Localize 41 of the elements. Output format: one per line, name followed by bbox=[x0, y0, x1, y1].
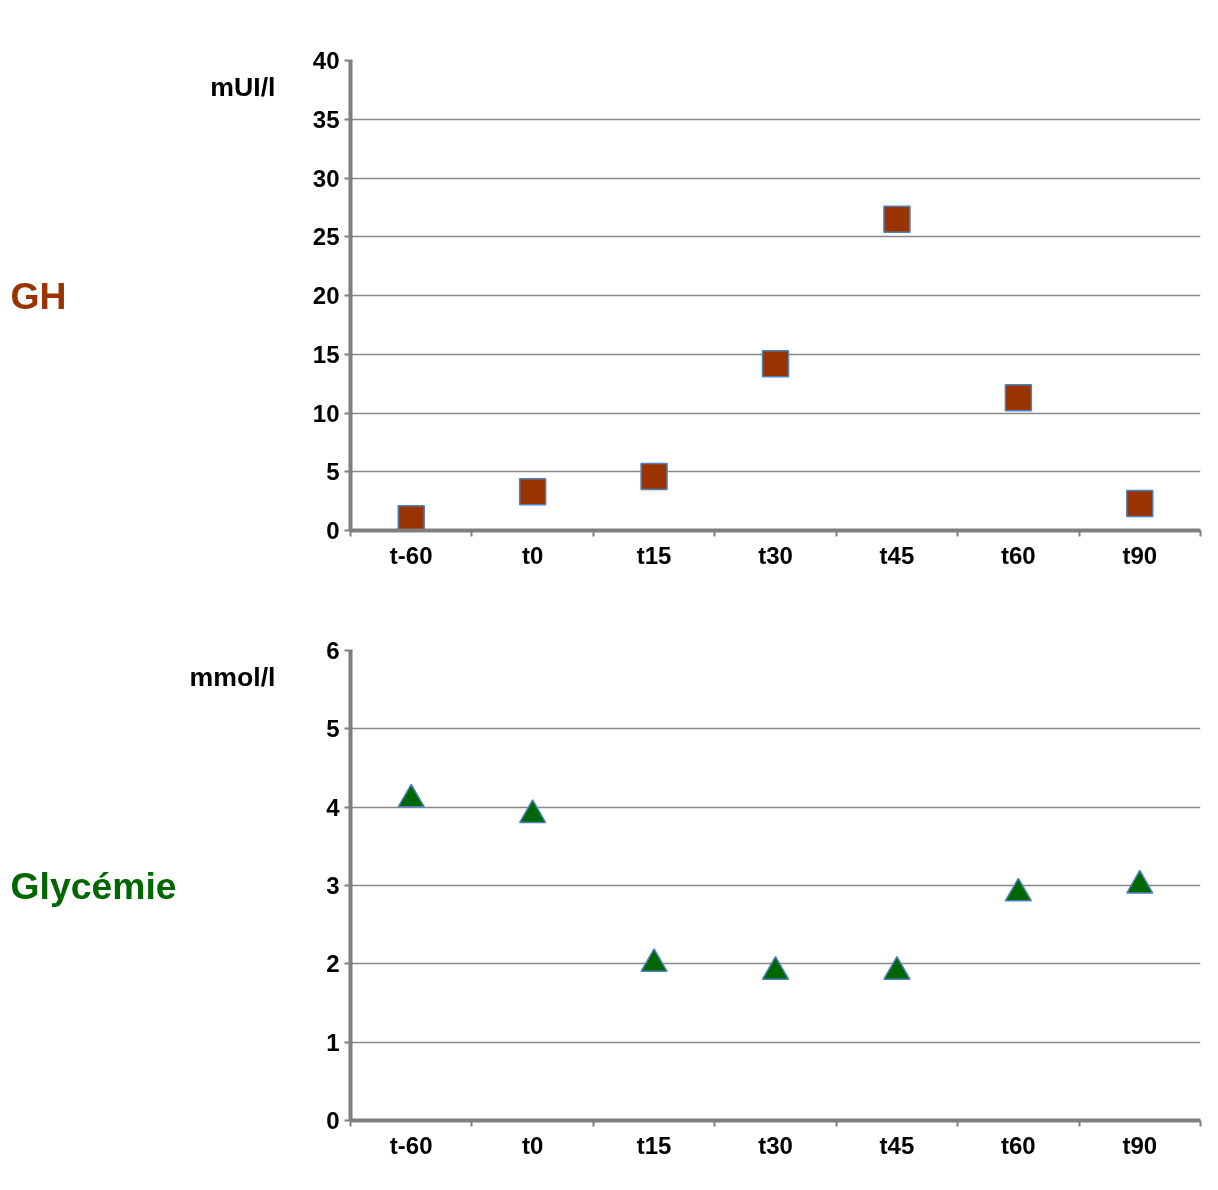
point bbox=[640, 462, 668, 491]
x-tick-label: t0 bbox=[521, 1131, 544, 1159]
x-tick-label: t90 bbox=[1122, 1131, 1158, 1159]
x-tick-label: t45 bbox=[879, 541, 915, 569]
text: Glycémie bbox=[10, 864, 177, 907]
x-tick-label: t-60 bbox=[389, 1131, 433, 1159]
y-tick-label: 30 bbox=[312, 164, 340, 192]
point bbox=[883, 205, 911, 233]
x-tick-label: t-60 bbox=[389, 541, 433, 569]
x-tick-label: t15 bbox=[636, 541, 672, 569]
y-tick-label: 25 bbox=[312, 223, 340, 251]
y-tick-label: 4 bbox=[326, 793, 341, 821]
y-tick-label: 0 bbox=[326, 517, 340, 544]
x-tick-label: t30 bbox=[758, 541, 793, 569]
y-tick-label: 6 bbox=[326, 637, 340, 664]
text: GH bbox=[10, 274, 67, 317]
y-axis-title: mmol/l bbox=[189, 661, 276, 692]
y-tick-label: 15 bbox=[312, 340, 340, 368]
y-tick-label: 40 bbox=[312, 47, 340, 74]
y-tick-label: 20 bbox=[312, 282, 340, 309]
y-tick-label: 1 bbox=[326, 1028, 340, 1056]
x-tick-label: t60 bbox=[1001, 1131, 1036, 1159]
y-tick-label: 10 bbox=[312, 399, 340, 427]
y-tick-label: 5 bbox=[326, 715, 340, 743]
y-axis-title: mUI/l bbox=[210, 71, 276, 102]
y-tick-label: 35 bbox=[312, 105, 340, 133]
x-tick-label: t30 bbox=[758, 1131, 793, 1159]
point bbox=[761, 349, 790, 378]
y-tick-label: 3 bbox=[326, 872, 340, 899]
y-tick-label: 5 bbox=[326, 458, 340, 486]
y-tick-label: 0 bbox=[326, 1107, 340, 1134]
point bbox=[1126, 489, 1154, 518]
point bbox=[518, 477, 547, 506]
x-tick-label: t45 bbox=[879, 1131, 915, 1159]
x-tick-label: t15 bbox=[636, 1131, 672, 1159]
x-tick-label: t60 bbox=[1001, 541, 1036, 569]
y-tick-label: 2 bbox=[326, 950, 340, 978]
point bbox=[1004, 383, 1033, 412]
x-tick-label: t0 bbox=[521, 541, 544, 569]
x-tick-label: t90 bbox=[1122, 541, 1158, 569]
point bbox=[397, 505, 425, 531]
